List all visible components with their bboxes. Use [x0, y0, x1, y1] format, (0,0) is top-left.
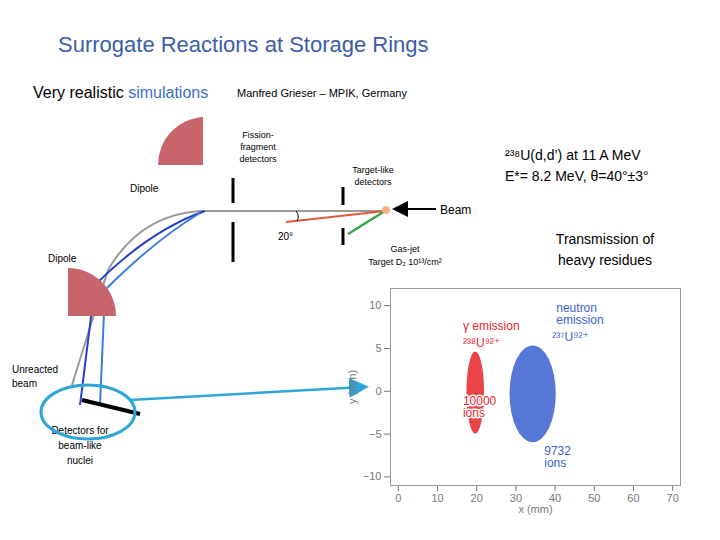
svg-text:50: 50 [588, 492, 600, 504]
svg-text:9732ions: 9732ions [544, 444, 571, 470]
svg-text:10000ions: 10000ions [463, 394, 497, 420]
svg-text:²³⁸U⁹²⁺: ²³⁸U⁹²⁺ [463, 336, 500, 350]
svg-text:²³⁸U(d,d’) at 11 A MeV: ²³⁸U(d,d’) at 11 A MeV [505, 147, 641, 163]
svg-text:Dipole: Dipole [48, 253, 77, 264]
svg-text:20°: 20° [278, 231, 293, 242]
svg-text:E*= 8.2 MeV, θ=40°±3°: E*= 8.2 MeV, θ=40°±3° [505, 168, 649, 184]
svg-text:70: 70 [667, 492, 679, 504]
svg-text:detectors: detectors [239, 154, 277, 164]
svg-text:−5: −5 [369, 428, 382, 440]
svg-text:γ emission: γ emission [463, 319, 520, 333]
svg-text:Beam: Beam [440, 203, 471, 217]
svg-text:30: 30 [509, 492, 522, 505]
svg-text:fragment: fragment [240, 142, 276, 152]
svg-text:40: 40 [549, 492, 562, 505]
svg-text:²³⁷U⁹²⁺: ²³⁷U⁹²⁺ [552, 330, 588, 344]
svg-text:0: 0 [375, 385, 381, 397]
svg-text:Dipole: Dipole [130, 183, 159, 194]
svg-text:Unreacted: Unreacted [12, 364, 58, 375]
svg-text:Target-like: Target-like [352, 165, 394, 175]
svg-text:heavy residues: heavy residues [558, 252, 652, 268]
svg-text:beam: beam [12, 378, 37, 389]
svg-text:beam-like: beam-like [58, 440, 102, 451]
svg-text:Very realistic simulations: Very realistic simulations [33, 84, 208, 101]
svg-text:0: 0 [395, 492, 401, 504]
svg-text:x (mm): x (mm) [518, 503, 552, 515]
svg-text:nuclei: nuclei [67, 455, 93, 466]
svg-text:60: 60 [627, 492, 639, 504]
svg-text:10: 10 [431, 492, 443, 504]
svg-text:−10: −10 [363, 470, 382, 482]
svg-text:y (mm): y (mm) [346, 370, 358, 404]
svg-text:detectors: detectors [354, 177, 392, 187]
svg-text:20: 20 [471, 492, 483, 504]
svg-text:Target D₂ 10¹³/cm²: Target D₂ 10¹³/cm² [368, 257, 442, 267]
svg-text:Surrogate Reactions at Storage: Surrogate Reactions at Storage Rings [58, 32, 429, 57]
svg-text:10: 10 [369, 299, 381, 311]
svg-text:5: 5 [375, 342, 381, 354]
svg-text:Manfred Grieser – MPIK, German: Manfred Grieser – MPIK, Germany [237, 87, 407, 99]
svg-text:neutronemission: neutronemission [556, 301, 603, 327]
svg-text:Detectors for: Detectors for [51, 425, 109, 436]
svg-text:Gas-jet: Gas-jet [390, 244, 420, 254]
svg-text:Transmission of: Transmission of [556, 231, 654, 247]
svg-text:Fission-: Fission- [242, 130, 274, 140]
